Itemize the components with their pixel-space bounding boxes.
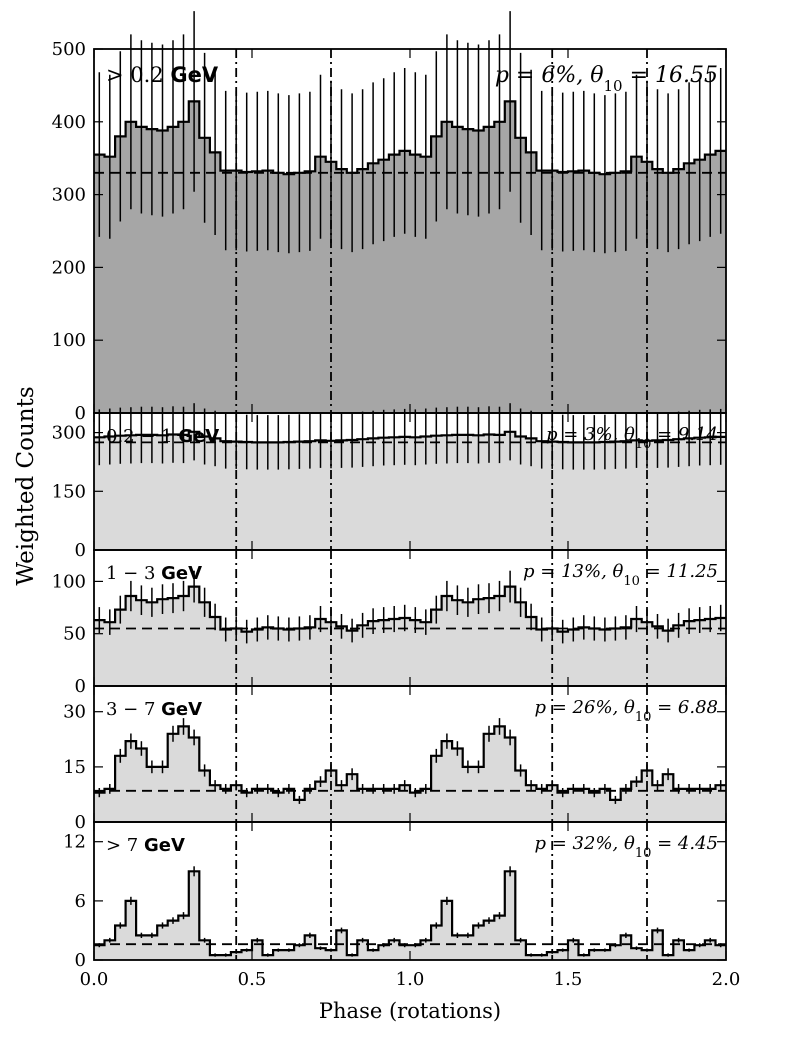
panel4: 0 15 30 3 − 7 GeV p = 26%, θ10 = 6.88 xyxy=(63,685,727,833)
panel3-y-tick-label: 0 xyxy=(75,676,86,697)
x-tick-label: 0.0 xyxy=(80,969,109,990)
panel4-y-tick-label: 0 xyxy=(75,812,86,833)
panel1-y-tick-label: 500 xyxy=(52,39,86,60)
x-axis-label: Phase (rotations) xyxy=(319,999,501,1023)
panel5-y-tick-label: 12 xyxy=(63,832,86,853)
panel2-energy-label: 0.2 − 1 GeV xyxy=(106,426,219,447)
panel3-y-tick-label: 50 xyxy=(63,624,86,645)
panel5-step-line xyxy=(94,870,726,957)
panel3-stats-label: p = 13%, θ10 = 11.25 xyxy=(523,561,718,589)
panel2: 0 150 300 0.2 − 1 GeV p = 3%, θ10 = 9.14 xyxy=(52,403,727,561)
panel1-y-tick-label: 400 xyxy=(52,112,86,133)
panel1: 0 100 200 300 400 500 > 0.2 GeV p = 6%, θ10 = 1… xyxy=(52,11,727,424)
x-tick-label: 2.0 xyxy=(712,969,741,990)
panel1-y-tick-label: 200 xyxy=(52,257,86,278)
x-tick-label: 1.5 xyxy=(554,969,583,990)
panel2-step-line xyxy=(94,430,726,444)
panel5-y-tick-label: 0 xyxy=(75,950,86,971)
panel5-stats-label: p = 32%, θ10 = 4.45 xyxy=(535,833,719,861)
panel5-y-tick-label: 6 xyxy=(75,891,86,912)
panel2-area-fill xyxy=(94,431,726,550)
panel3: 0 50 100 1 − 3 GeV p = 13%, θ10 = 11.25 xyxy=(52,549,727,697)
panel3-y-tick-label: 100 xyxy=(52,571,86,592)
panel2-stats-label: p = 3%, θ10 = 9.14 xyxy=(546,424,718,452)
panel4-step-line xyxy=(94,725,726,801)
panel1-y-tick-label: 100 xyxy=(52,330,86,351)
x-tick-label: 1.0 xyxy=(396,969,425,990)
panel5-energy-label: > 7 GeV xyxy=(106,835,185,856)
panel2-y-tick-label: 0 xyxy=(75,540,86,561)
panel2-y-tick-label: 300 xyxy=(52,423,86,444)
panel2-y-tick-label: 150 xyxy=(52,481,86,502)
y-axis-label: Weighted Counts xyxy=(13,386,39,585)
panel4-stats-label: p = 26%, θ10 = 6.88 xyxy=(535,697,719,725)
panel1-area-fill xyxy=(94,101,726,414)
panel1-energy-label: > 0.2 GeV xyxy=(106,63,219,87)
panel4-y-tick-label: 30 xyxy=(63,702,86,723)
panel4-energy-label: 3 − 7 GeV xyxy=(106,699,202,720)
panel4-area-fill xyxy=(94,726,726,822)
panel3-energy-label: 1 − 3 GeV xyxy=(106,563,202,584)
panel4-y-tick-label: 15 xyxy=(63,757,86,778)
panel1-stats-label: p = 6%, θ10 = 16.55 xyxy=(495,63,718,95)
panel5: 0 6 12 > 7 GeV p = 32%, θ10 = 4.45 xyxy=(63,821,727,971)
panel1-step-line xyxy=(94,100,726,176)
panel3-step-line xyxy=(94,585,726,633)
panel1-y-tick-label: 0 xyxy=(75,403,86,424)
panel3-area-fill xyxy=(94,586,726,686)
panel1-y-tick-label: 300 xyxy=(52,185,86,206)
x-tick-label: 0.5 xyxy=(238,969,267,990)
